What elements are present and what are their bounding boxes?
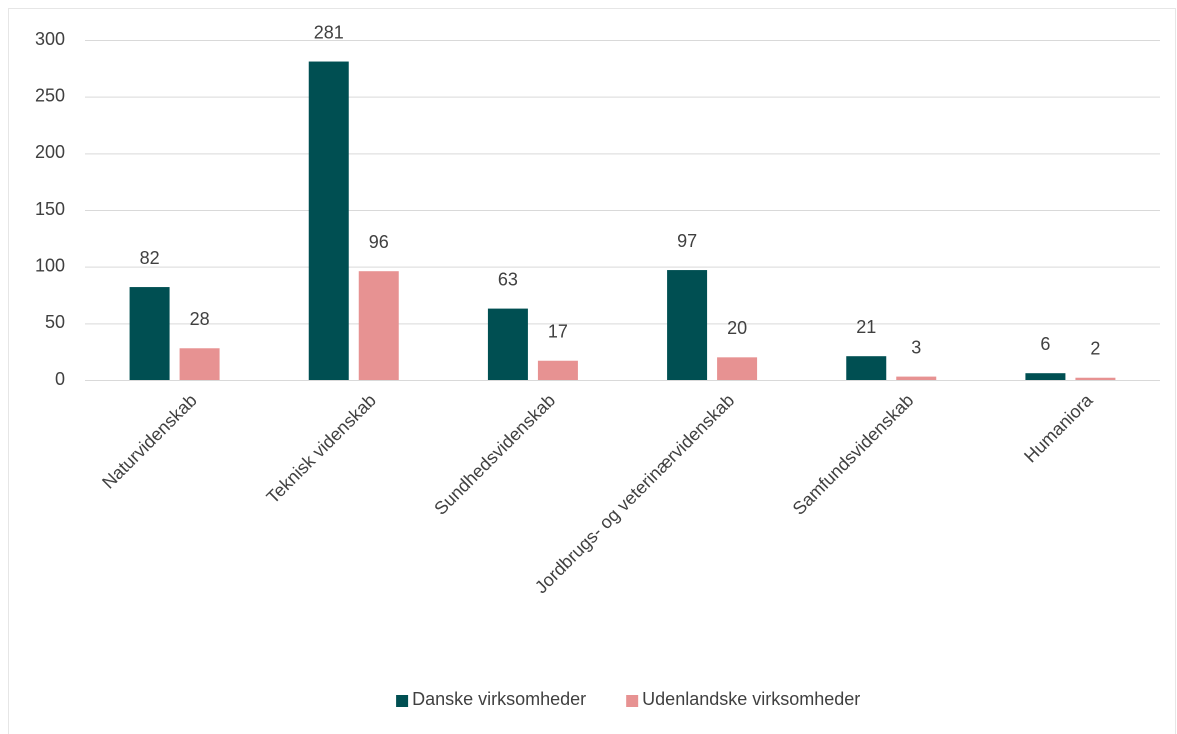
bar (358, 271, 399, 380)
bar (846, 356, 887, 380)
x-tick-label: Humaniora (1020, 389, 1097, 466)
bar (129, 287, 170, 380)
legend-label: Udenlandske virksomheder (642, 689, 860, 709)
data-label: 6 (1040, 334, 1050, 354)
data-label: 96 (369, 232, 389, 252)
data-label: 20 (727, 318, 747, 338)
legend-swatch (626, 695, 639, 707)
bar (1025, 373, 1066, 380)
bar (896, 376, 937, 380)
data-label: 3 (911, 337, 921, 357)
x-tick-label: Sundhedsvidenskab (430, 390, 559, 519)
data-label: 63 (498, 269, 518, 289)
y-tick-label: 0 (55, 369, 65, 389)
x-tick-label: Samfundsvidenskab (789, 390, 918, 519)
y-tick-label: 300 (35, 29, 65, 49)
data-label: 17 (548, 321, 568, 341)
bar (717, 357, 758, 380)
data-label: 82 (140, 248, 160, 268)
bar (1075, 377, 1116, 380)
legend-label: Danske virksomheder (412, 689, 586, 709)
data-label: 21 (856, 317, 876, 337)
bar (487, 308, 528, 380)
bar (308, 61, 349, 381)
bar (667, 270, 708, 380)
x-tick-label: Jordbrugs- og veterinærvidenskab (531, 390, 738, 597)
chart-frame (8, 8, 1176, 734)
bar (537, 360, 578, 380)
x-tick-label: Teknisk videnskab (263, 390, 380, 507)
y-tick-label: 250 (35, 85, 65, 105)
data-label: 97 (677, 231, 697, 251)
y-tick-label: 200 (35, 142, 65, 162)
y-tick-label: 150 (35, 199, 65, 219)
x-tick-label: Naturvidenskab (98, 390, 201, 493)
y-tick-label: 100 (35, 255, 65, 275)
y-tick-label: 50 (45, 312, 65, 332)
data-label: 281 (314, 22, 344, 42)
data-label: 28 (190, 309, 210, 329)
legend-swatch (396, 695, 409, 707)
bar (179, 348, 220, 380)
data-label: 2 (1090, 338, 1100, 358)
